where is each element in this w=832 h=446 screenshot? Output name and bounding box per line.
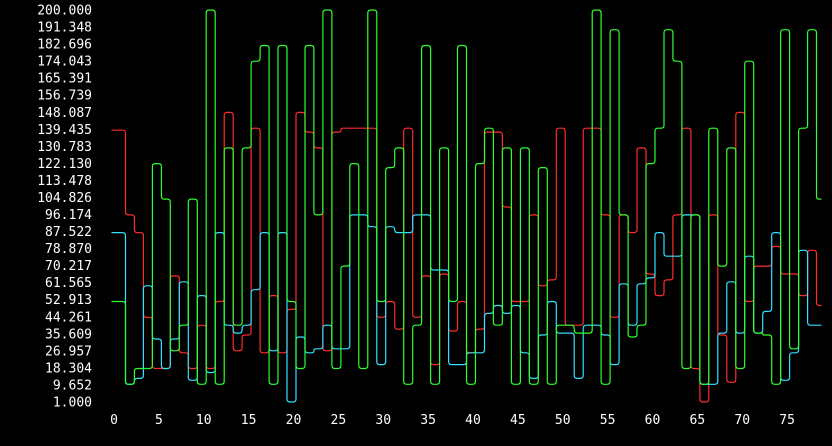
y-tick-label: 104.826 (37, 191, 92, 206)
x-tick-label: 20 (286, 413, 302, 428)
y-tick-label: 9.652 (53, 378, 92, 393)
series-line-1 (111, 111, 822, 403)
y-tick-label: 130.783 (37, 140, 92, 155)
y-tick-label: 200.000 (37, 4, 92, 19)
x-tick-label: 65 (690, 413, 706, 428)
y-tick-label: 87.522 (45, 225, 92, 240)
x-tick-label: 55 (600, 413, 616, 428)
y-axis: 1.000 9.652 18.304 26.957 35.609 44.261 52.913… (37, 4, 92, 411)
y-tick-label: 191.348 (37, 21, 92, 36)
x-tick-label: 75 (779, 413, 795, 428)
y-tick-label: 156.739 (37, 89, 92, 104)
x-tick-label: 10 (196, 413, 212, 428)
x-tick-label: 35 (420, 413, 436, 428)
x-tick-label: 70 (734, 413, 750, 428)
x-tick-label: 60 (645, 413, 661, 428)
y-tick-label: 139.435 (37, 123, 92, 138)
x-tick-label: 25 (331, 413, 347, 428)
y-tick-label: 148.087 (37, 106, 92, 121)
y-tick-label: 18.304 (45, 361, 92, 376)
x-tick-label: 5 (155, 413, 163, 428)
x-tick-label: 40 (465, 413, 481, 428)
series-line-3 (111, 9, 822, 385)
y-tick-label: 113.478 (37, 174, 92, 189)
x-tick-label: 15 (241, 413, 257, 428)
y-tick-label: 1.000 (53, 396, 92, 411)
x-tick-label: 50 (555, 413, 571, 428)
x-tick-label: 45 (510, 413, 526, 428)
y-tick-label: 165.391 (37, 72, 92, 87)
y-tick-label: 96.174 (45, 208, 92, 223)
y-tick-label: 35.609 (45, 327, 92, 342)
y-tick-label: 61.565 (45, 276, 92, 291)
y-tick-label: 70.217 (45, 259, 92, 274)
y-tick-label: 44.261 (45, 310, 92, 325)
y-tick-label: 174.043 (37, 55, 92, 70)
series-layer (111, 9, 822, 403)
x-tick-label: 0 (110, 413, 118, 428)
y-tick-label: 182.696 (37, 38, 92, 53)
x-axis: 0 5 10 15 20 25 30 35 40 45 50 55 60 65 70 75 (110, 413, 795, 428)
y-tick-label: 78.870 (45, 242, 92, 257)
y-tick-label: 122.130 (37, 157, 92, 172)
x-tick-label: 30 (375, 413, 391, 428)
y-tick-label: 52.913 (45, 293, 92, 308)
y-tick-label: 26.957 (45, 344, 92, 359)
